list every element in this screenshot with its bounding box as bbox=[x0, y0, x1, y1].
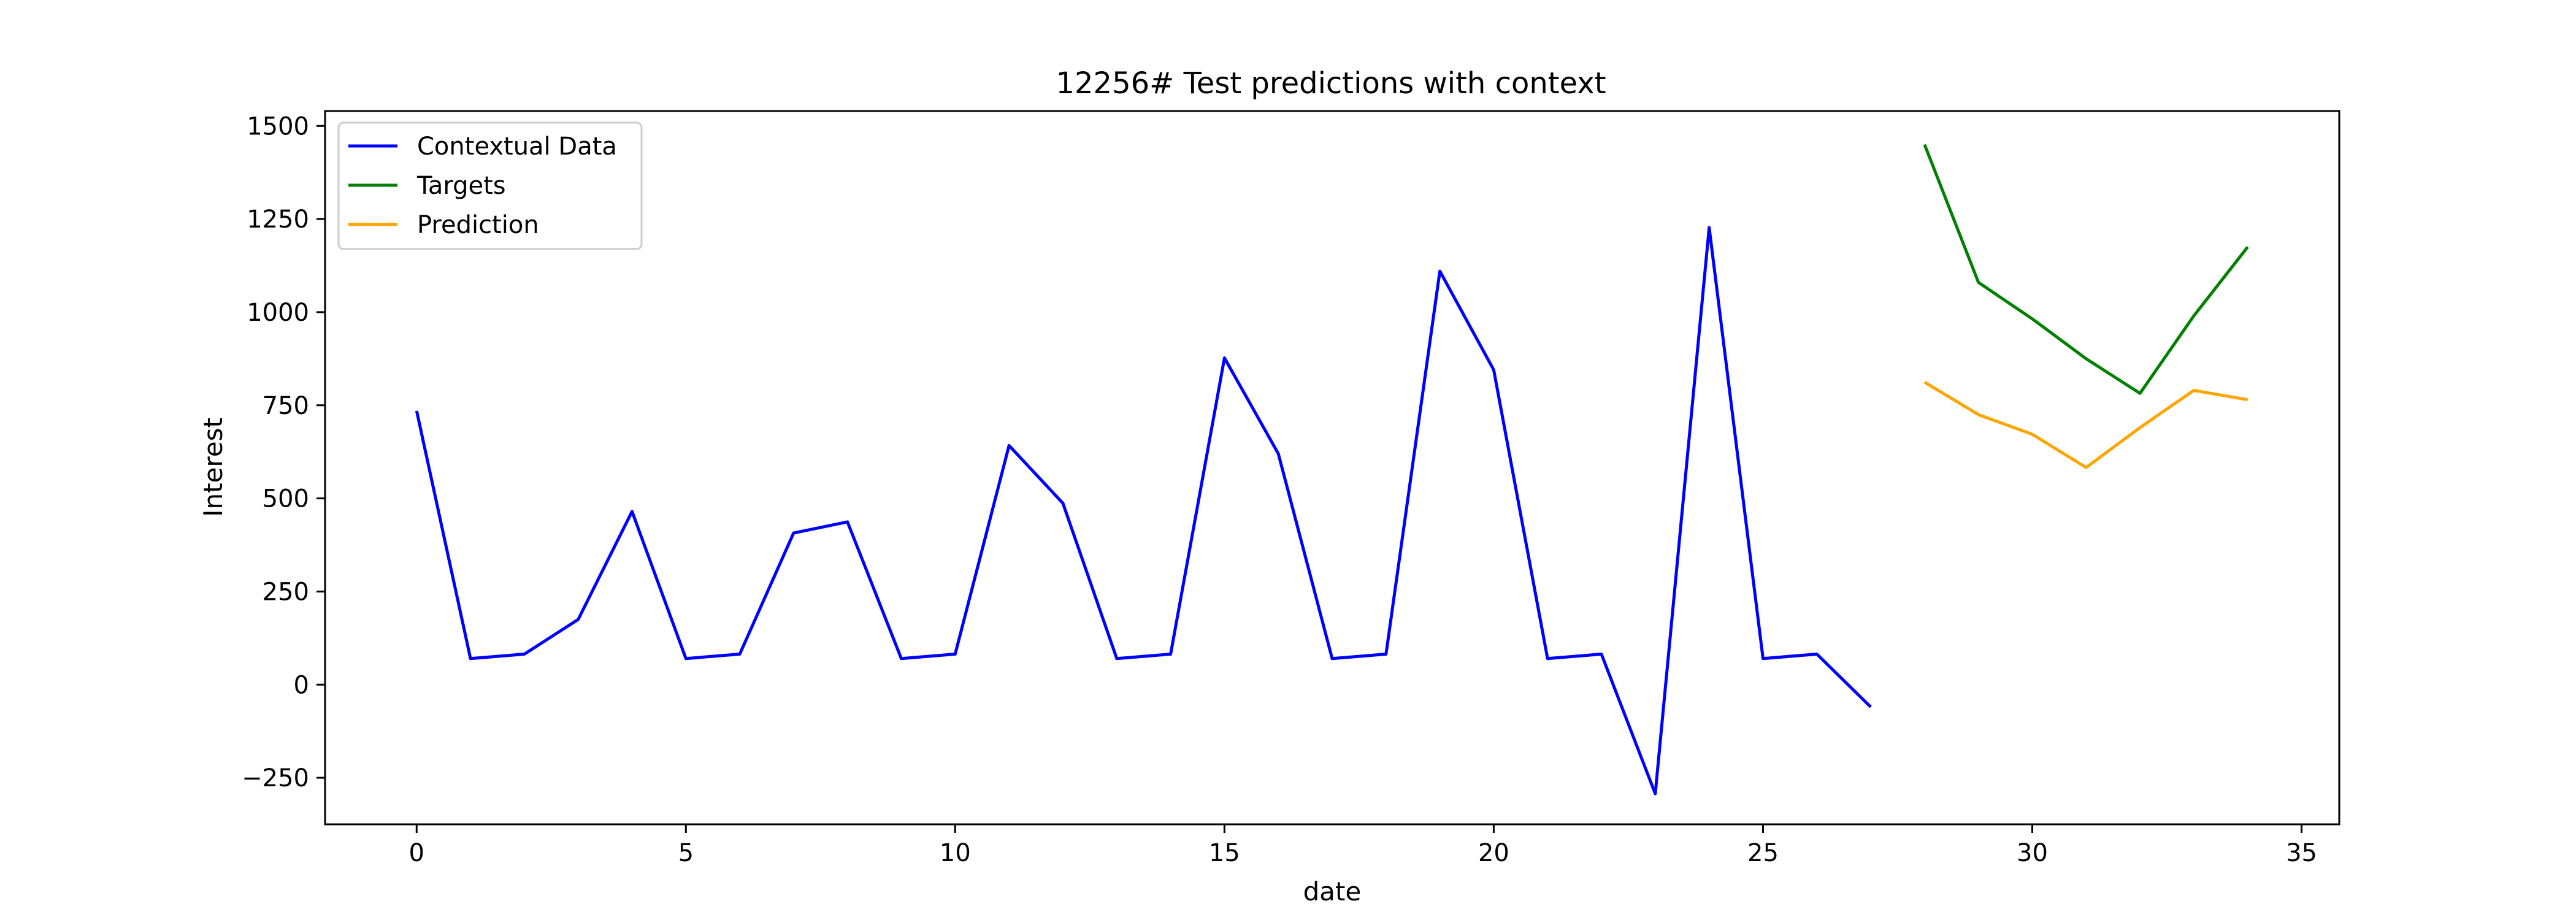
data-point-contextual-data bbox=[1869, 705, 1873, 708]
data-point-contextual-data bbox=[792, 532, 795, 535]
data-point-contextual-data bbox=[1761, 657, 1765, 660]
data-point-contextual-data bbox=[631, 510, 634, 513]
series-line-prediction bbox=[1923, 380, 2248, 469]
data-point-contextual-data bbox=[1331, 657, 1334, 660]
data-point-targets bbox=[2031, 317, 2034, 320]
data-point-contextual-data bbox=[469, 657, 472, 660]
x-axis-label: date bbox=[1303, 876, 1362, 907]
data-point-prediction bbox=[1923, 381, 1926, 384]
data-point-contextual-data bbox=[954, 653, 957, 656]
data-point-prediction bbox=[2139, 426, 2142, 429]
y-tick-label: 1500 bbox=[247, 112, 309, 140]
data-point-contextual-data bbox=[1438, 270, 1441, 273]
legend: Contextual Data Targets Prediction bbox=[337, 121, 643, 250]
data-point-contextual-data bbox=[1115, 657, 1118, 660]
y-tick-label: 500 bbox=[263, 485, 309, 513]
x-tick-label: 0 bbox=[409, 839, 424, 867]
series-line-targets bbox=[1923, 144, 2249, 395]
y-tick-label: 0 bbox=[294, 671, 309, 699]
y-tick-label: 750 bbox=[263, 392, 309, 420]
data-point-prediction bbox=[2246, 398, 2249, 401]
data-point-targets bbox=[2246, 245, 2249, 248]
y-tick-label: 1000 bbox=[247, 299, 309, 327]
data-point-prediction bbox=[1977, 413, 1980, 416]
y-axis-label: Interest bbox=[198, 418, 228, 517]
data-point-contextual-data bbox=[415, 409, 418, 412]
y-tick-label: −250 bbox=[242, 764, 309, 792]
legend-label: Targets bbox=[416, 172, 506, 200]
data-point-contextual-data bbox=[684, 657, 688, 660]
plot-frame bbox=[324, 110, 2340, 826]
data-point-prediction bbox=[2085, 466, 2088, 469]
data-point-contextual-data bbox=[577, 618, 580, 621]
x-tick-label: 5 bbox=[678, 839, 694, 867]
y-tick-label: 250 bbox=[263, 578, 309, 606]
data-point-contextual-data bbox=[1062, 502, 1065, 505]
data-point-contextual-data bbox=[900, 657, 903, 660]
data-point-targets bbox=[2085, 357, 2088, 360]
plot-area bbox=[415, 143, 2249, 795]
data-point-contextual-data bbox=[1008, 444, 1011, 447]
data-point-contextual-data bbox=[1546, 657, 1549, 660]
x-tick-label: 35 bbox=[2286, 839, 2317, 867]
x-tick-label: 25 bbox=[1747, 839, 1779, 867]
data-point-targets bbox=[1977, 281, 1980, 284]
x-tick-label: 10 bbox=[940, 839, 971, 867]
data-point-contextual-data bbox=[1223, 356, 1226, 359]
x-tick-label: 15 bbox=[1209, 839, 1240, 867]
data-point-contextual-data bbox=[1708, 226, 1711, 229]
data-point-contextual-data bbox=[1600, 653, 1603, 656]
data-point-targets bbox=[1923, 143, 1926, 146]
x-tick-label: 20 bbox=[1478, 839, 1509, 867]
data-point-prediction bbox=[2031, 433, 2034, 436]
legend-box bbox=[337, 121, 643, 250]
data-point-contextual-data bbox=[1492, 369, 1495, 372]
data-point-contextual-data bbox=[523, 653, 526, 656]
data-point-targets bbox=[2139, 392, 2142, 395]
y-tick-label: 1250 bbox=[247, 205, 309, 234]
series-line-contextual-data bbox=[415, 226, 1872, 795]
data-point-prediction bbox=[2192, 389, 2195, 392]
chart-title: 12256# Test predictions with context bbox=[1056, 66, 1606, 101]
data-point-targets bbox=[2192, 315, 2195, 318]
data-point-contextual-data bbox=[738, 653, 742, 656]
data-point-contextual-data bbox=[1169, 653, 1172, 656]
x-tick-label: 30 bbox=[2017, 839, 2048, 867]
data-point-contextual-data bbox=[1384, 653, 1387, 656]
data-point-contextual-data bbox=[1277, 452, 1280, 455]
legend-label: Contextual Data bbox=[417, 132, 617, 161]
data-point-contextual-data bbox=[1654, 792, 1657, 795]
data-point-contextual-data bbox=[846, 520, 849, 523]
data-point-contextual-data bbox=[1815, 653, 1819, 656]
axes: 0 5 10 15 20 25 30 35 −250 0 250 500 750 1000 1250 1500 bbox=[242, 112, 2317, 867]
legend-label: Prediction bbox=[417, 211, 539, 239]
